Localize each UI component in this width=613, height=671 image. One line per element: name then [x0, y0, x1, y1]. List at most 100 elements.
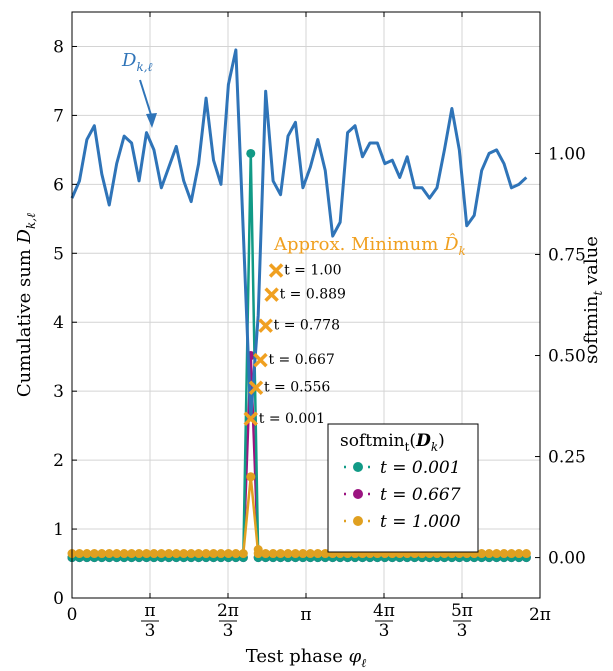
approx-minimum-label: Approx. Minimum D̂k — [273, 233, 466, 258]
x-tick-label-numerator: π — [144, 601, 155, 621]
softmin-point-t-1 — [223, 549, 233, 559]
cumulative-sum-line — [70, 48, 528, 421]
softmin-point-t-1 — [149, 549, 159, 559]
curve-label: Dk,ℓ — [121, 50, 157, 128]
approx-minimum-marker — [258, 318, 273, 333]
x-tick-label-numerator: 5π — [451, 601, 473, 621]
softmin-point-t-1 — [261, 549, 271, 559]
softmin-point-t-1 — [283, 549, 293, 559]
y-tick-label-right: 0.25 — [548, 448, 586, 468]
softmin-point-t-1 — [164, 549, 174, 559]
softmin-point-t-1 — [246, 472, 256, 482]
x-tick-label: π — [300, 605, 311, 625]
y-tick-label-right: 0.50 — [548, 347, 586, 367]
softmin-point-t-1 — [141, 549, 151, 559]
softmin-point-t-1 — [506, 549, 516, 559]
softmin-point-t-1 — [320, 549, 330, 559]
approx-minimum-t-label: t = 0.667 — [268, 352, 334, 368]
x-tick-label-denominator: 3 — [457, 621, 468, 641]
approx-minimum-markers: t = 0.001 t = 0.556 t = 0.667 t = 0.778 t = … — [243, 263, 346, 427]
y-tick-label-left: 5 — [53, 244, 64, 264]
softmin-point-t-1 — [104, 549, 114, 559]
softmin-point-t-1 — [298, 549, 308, 559]
softmin-legend: softmint(Dk) t = 0.001 t = 0.667 t = 1.000 — [327, 423, 479, 553]
y-tick-label-right: 0.75 — [548, 245, 586, 265]
legend-swatch-marker — [353, 516, 363, 526]
softmin-point-t-0.001 — [246, 148, 256, 158]
approx-minimum-marker — [268, 263, 284, 278]
y-axis-label-left: Cumulative sum Dk,ℓ — [14, 213, 38, 397]
x-tick-label: 2π — [529, 605, 551, 625]
approx-minimum-marker — [243, 411, 258, 426]
approx-minimum-t-label: t = 0.889 — [280, 287, 346, 303]
softmin-point-t-1 — [290, 549, 300, 559]
softmin-point-t-1 — [82, 549, 92, 559]
curve-label-text: Dk,ℓ — [121, 50, 153, 74]
softmin-point-t-1 — [186, 549, 196, 559]
softmin-point-t-1 — [179, 549, 189, 559]
x-tick-label-numerator: 4π — [373, 601, 395, 621]
legend-entry-label: t = 0.667 — [380, 485, 461, 505]
softmin-point-t-1 — [313, 549, 323, 559]
y-axis-label-right: softmint value — [581, 236, 605, 364]
y-tick-label-left: 4 — [53, 313, 64, 333]
legend-swatch-marker — [353, 489, 363, 499]
softmin-point-t-1 — [97, 549, 107, 559]
x-tick-label-numerator: 2π — [217, 601, 239, 621]
softmin-point-t-1 — [514, 549, 524, 559]
legend-entry-label: t = 0.001 — [380, 458, 461, 478]
softmin-point-t-1 — [305, 549, 315, 559]
softmin-point-t-1 — [119, 549, 129, 559]
softmin-point-t-1 — [499, 549, 509, 559]
x-axis-label: Test phase φℓ — [246, 646, 367, 670]
approx-minimum-marker — [253, 352, 268, 368]
y-tick-label-left: 7 — [53, 106, 64, 126]
legend-box — [327, 423, 479, 553]
cumulative-sum-series — [70, 48, 528, 421]
softmin-point-t-1 — [156, 549, 166, 559]
softmin-point-t-1 — [238, 549, 248, 559]
softmin-point-t-1 — [127, 549, 137, 559]
softmin-point-t-1 — [484, 549, 494, 559]
approx-minimum-t-label: t = 0.556 — [264, 380, 330, 396]
softmin-point-t-1 — [477, 549, 487, 559]
y-tick-label-left: 0 — [53, 589, 64, 609]
softmin-point-t-1 — [74, 549, 84, 559]
curve-label-arrow — [139, 79, 153, 119]
y-tick-label-left: 6 — [53, 175, 64, 195]
softmin-point-t-1 — [492, 549, 502, 559]
y-tick-label-left: 3 — [53, 382, 64, 402]
softmin-point-t-1 — [276, 549, 286, 559]
softmin-point-t-1 — [231, 549, 241, 559]
x-tick-label: 0 — [67, 605, 78, 625]
softmin-point-t-1 — [521, 549, 531, 559]
approx-minimum-t-label: t = 0.001 — [259, 411, 325, 427]
approx-minimum-marker — [264, 287, 279, 302]
legend-swatch-marker — [353, 462, 363, 472]
softmin-point-t-1 — [216, 549, 226, 559]
approx-minimum-marker — [248, 380, 264, 395]
softmin-point-t-1 — [134, 549, 144, 559]
softmin-point-t-1 — [201, 549, 211, 559]
legend-entry-label: t = 1.000 — [380, 512, 461, 532]
x-tick-label-denominator: 3 — [223, 621, 234, 641]
softmin-point-t-1 — [268, 549, 278, 559]
x-tick-label-denominator: 3 — [379, 621, 390, 641]
y-tick-label-right: 1.00 — [548, 144, 586, 164]
softmin-point-t-1 — [194, 549, 204, 559]
legend-title: softmint(Dk) — [340, 431, 445, 454]
y-tick-label-left: 1 — [53, 520, 64, 540]
y-tick-label-left: 8 — [53, 37, 64, 57]
curve-label-arrowhead — [146, 113, 157, 128]
softmin-point-t-1 — [253, 545, 263, 555]
softmin-series — [67, 148, 531, 563]
y-tick-label-left: 2 — [53, 451, 64, 471]
softmin-point-t-1 — [209, 549, 219, 559]
softmin-point-t-1 — [112, 549, 122, 559]
approx-minimum-t-label: t = 0.778 — [274, 318, 340, 334]
approx-minimum-t-label: t = 1.00 — [284, 263, 341, 279]
x-tick-label-denominator: 3 — [145, 621, 156, 641]
softmin-point-t-1 — [171, 549, 181, 559]
